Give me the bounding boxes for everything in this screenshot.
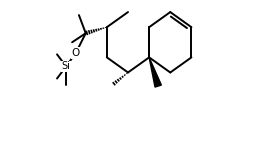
Text: Si: Si	[62, 61, 70, 71]
Text: O: O	[72, 48, 80, 58]
Polygon shape	[149, 57, 161, 87]
